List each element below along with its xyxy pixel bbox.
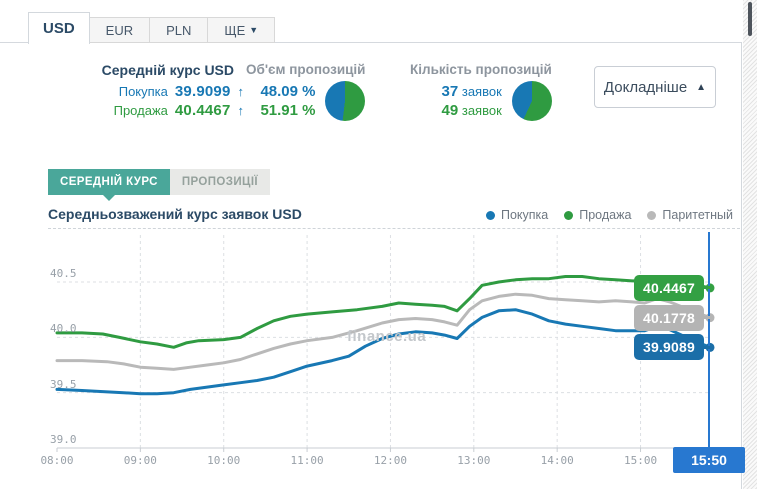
panel-top-border: [0, 42, 742, 43]
x-axis-label: 13:00: [457, 454, 491, 467]
count-sell-number: 49: [441, 102, 459, 119]
dropdown-icon: ▼: [249, 25, 259, 35]
legend-label-sell: Продажа: [579, 208, 632, 222]
average-rate-title: Середній курс USD: [101, 62, 234, 78]
buy-label: Покупка: [118, 84, 168, 99]
x-axis-label: 12:00: [373, 454, 407, 467]
volume-pie-chart: [325, 81, 366, 121]
count-title: Кількість пропозицій: [410, 62, 552, 77]
page-background-pattern: [743, 0, 757, 489]
x-axis-label: 10:00: [207, 454, 241, 467]
sell-value: 40.4467: [174, 102, 231, 119]
badge-connector: [704, 345, 711, 349]
legend-dot: [647, 210, 657, 220]
sell-rate-row: Продажа 40.4467 ↑: [30, 101, 244, 120]
tab-pln-label: PLN: [166, 22, 192, 38]
count-buy-number: 37: [441, 83, 459, 100]
tab-usd-label: USD: [43, 20, 75, 37]
sell-badge-value: 40.4467: [642, 279, 695, 296]
count-sell-unit: заявок: [461, 103, 502, 118]
parity-value-badge: 40.1778: [634, 304, 711, 331]
tab-pln[interactable]: PLN: [150, 17, 209, 43]
x-axis-label: 11:00: [290, 454, 324, 467]
currency-tabs: USD EUR PLN ЩЕ ▼: [28, 0, 276, 44]
y-axis-label: 40.0: [50, 322, 77, 336]
tab-more-label: ЩЕ: [224, 22, 246, 38]
tab-eur-label: EUR: [105, 22, 134, 38]
buy-value-badge: 39.9089: [634, 334, 711, 361]
tab-offers[interactable]: ПРОПОЗИЦІЇ: [169, 169, 271, 195]
rate-line-chart[interactable]: finance.ua 40.4467 40.1778 39.9089 15:50…: [40, 232, 745, 473]
parity-badge-value: 40.1778: [642, 309, 695, 326]
average-rate-block: Середній курс USD Покупка 39.9099 ↑ Прод…: [30, 62, 244, 120]
volume-block: Об'єм пропозицій 48.09 % 51.91 %: [246, 62, 366, 121]
buy-value: 39.9099: [174, 83, 231, 100]
chart-tabs: СЕРЕДНІЙ КУРС ПРОПОЗИЦІЇ: [48, 169, 271, 201]
y-axis-label: 39.5: [50, 377, 77, 391]
divider: [48, 228, 740, 229]
volume-title: Об'єм пропозицій: [246, 62, 366, 77]
count-buy: 37 заявок: [442, 82, 502, 101]
legend-dot: [485, 210, 495, 220]
tab-average-rate[interactable]: СЕРЕДНІЙ КУРС: [48, 169, 170, 201]
badge-connector: [704, 286, 711, 290]
y-axis-label: 39.0: [50, 433, 77, 446]
watermark: finance.ua: [347, 328, 427, 345]
panel-right-border: [741, 42, 742, 489]
chart-title: Середньозважений курс заявок USD: [48, 206, 302, 222]
x-axis-label: 15:00: [623, 454, 658, 467]
chart-cursor-line: [708, 232, 710, 447]
legend-label-parity: Паритетный: [662, 208, 733, 222]
chart-legend: Покупка Продажа Паритетный: [485, 208, 733, 222]
legend-dot: [564, 210, 574, 220]
x-axis-label: 14:00: [540, 454, 574, 467]
tab-offers-label: ПРОПОЗИЦІЇ: [181, 176, 259, 188]
sell-label: Продажа: [113, 103, 168, 118]
legend-label-buy: Покупка: [500, 208, 549, 222]
tab-more[interactable]: ЩЕ ▼: [208, 17, 276, 43]
volume-buy-percent: 48.09 %: [260, 83, 316, 100]
count-pie-chart: [511, 81, 552, 121]
legend-item-parity[interactable]: Паритетный: [647, 208, 733, 222]
chart-canvas[interactable]: [55, 235, 715, 453]
tab-eur[interactable]: EUR: [89, 17, 151, 43]
y-axis-label: 40.5: [50, 267, 77, 281]
tab-usd[interactable]: USD: [28, 12, 90, 44]
details-button[interactable]: Докладніше ▲: [594, 66, 716, 108]
tab-average-rate-label: СЕРЕДНІЙ КУРС: [60, 176, 158, 188]
badge-connector: [704, 316, 711, 320]
legend-item-sell[interactable]: Продажа: [564, 208, 631, 222]
buy-badge-value: 39.9089: [642, 339, 695, 356]
up-arrow-icon: ↑: [237, 84, 245, 99]
cursor-time-badge: 15:50: [673, 447, 745, 473]
count-block: Кількість пропозицій 37 заявок 49 заявок: [410, 62, 552, 121]
buy-rate-row: Покупка 39.9099 ↑: [30, 82, 244, 101]
up-arrow-icon: ↑: [237, 103, 245, 118]
sell-value-badge: 40.4467: [634, 274, 711, 301]
volume-sell-percent: 51.91 %: [260, 102, 316, 119]
x-axis-label: 09:00: [123, 454, 157, 467]
x-axis-label: 08:00: [40, 454, 74, 467]
count-sell: 49 заявок: [442, 101, 502, 120]
details-button-label: Докладніше: [603, 78, 688, 96]
legend-item-buy[interactable]: Покупка: [485, 208, 549, 222]
scrollbar-thumb[interactable]: [748, 2, 752, 36]
collapse-icon: ▲: [696, 81, 707, 93]
count-buy-unit: заявок: [461, 84, 502, 99]
